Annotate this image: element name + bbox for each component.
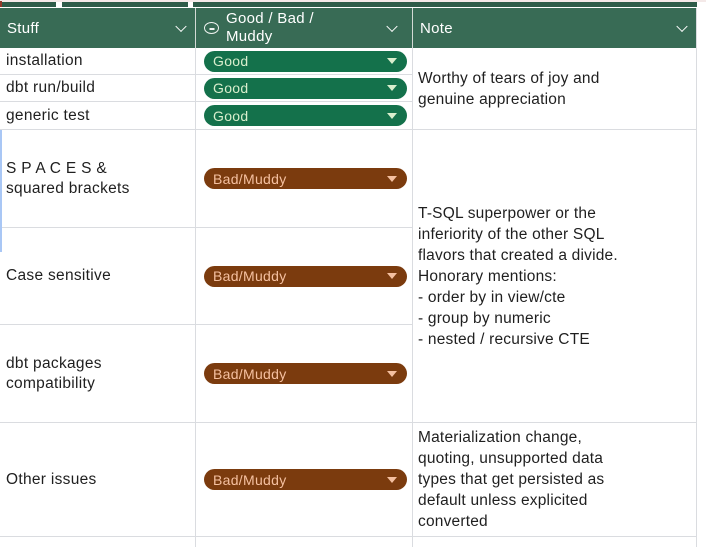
rating-chip-label: Bad/Muddy [213, 268, 287, 284]
stuff-cell[interactable]: Other issues [0, 423, 196, 537]
partial-row-below [413, 537, 697, 547]
rating-dropdown[interactable]: Good [204, 77, 407, 99]
stuff-label: dbt packages compatibility [6, 354, 102, 392]
stuff-cell[interactable]: dbt packages compatibility [0, 325, 196, 423]
rating-cell[interactable]: Bad/Muddy [196, 228, 413, 325]
rating-cell[interactable]: Bad/Muddy [196, 423, 413, 537]
note-text: Worthy of tears of joy and genuine appre… [418, 69, 600, 108]
stuff-label: Other issues [6, 470, 97, 488]
column-header-stuff[interactable]: Stuff [0, 8, 196, 48]
chevron-down-icon[interactable] [676, 20, 688, 33]
stuff-cell[interactable]: installation [0, 48, 196, 75]
selection-edge-sliver [0, 130, 2, 252]
partial-row-below [0, 537, 196, 547]
selection-edge-sliver [0, 1, 2, 7]
dropdown-arrow-icon [387, 58, 397, 64]
green-strip-segment [193, 2, 697, 7]
rating-dropdown[interactable]: Bad/Muddy [204, 363, 407, 384]
stuff-label: S P A C E S & squared brackets [6, 159, 130, 197]
note-cell[interactable]: T-SQL superpower or the inferiority of t… [413, 130, 697, 423]
dropdown-arrow-icon [387, 273, 397, 279]
stuff-cell[interactable]: Case sensitive [0, 228, 196, 325]
column-header-label: Note [420, 19, 453, 37]
green-strip-segment [0, 2, 56, 7]
next-column-sliver [697, 8, 706, 547]
emoji-rating-icon [204, 22, 219, 34]
dropdown-arrow-icon [387, 370, 397, 377]
note-text: T-SQL superpower or the inferiority of t… [418, 204, 618, 348]
rating-chip-label: Bad/Muddy [213, 471, 287, 488]
rating-chip-label: Bad/Muddy [213, 365, 287, 382]
stuff-cell[interactable]: generic test [0, 102, 196, 130]
rating-dropdown[interactable]: Bad/Muddy [204, 469, 407, 490]
note-text: Materialization change, quoting, unsuppo… [418, 429, 605, 530]
stuff-label: dbt run/build [6, 79, 96, 96]
chevron-down-icon[interactable] [386, 20, 398, 33]
rating-cell[interactable]: Good [196, 75, 413, 102]
rating-chip-label: Good [213, 53, 249, 69]
stuff-cell[interactable]: dbt run/build [0, 75, 196, 102]
rating-dropdown[interactable]: Good [204, 105, 407, 126]
column-header-rating[interactable]: Good / Bad / Muddy [196, 8, 413, 48]
stuff-cell[interactable]: S P A C E S & squared brackets [0, 130, 196, 228]
chevron-down-icon[interactable] [175, 20, 187, 33]
note-cell[interactable]: Worthy of tears of joy and genuine appre… [413, 48, 697, 130]
partial-row-above [0, 0, 706, 8]
rating-cell[interactable]: Bad/Muddy [196, 130, 413, 228]
rating-chip-label: Good [213, 80, 249, 96]
rating-cell[interactable]: Good [196, 48, 413, 75]
top-edge-line [0, 0, 706, 2]
dropdown-arrow-icon [387, 476, 397, 483]
column-header-label: Good / Bad / Muddy [226, 10, 314, 45]
rating-cell[interactable]: Bad/Muddy [196, 325, 413, 423]
partial-row-below [196, 537, 413, 547]
stuff-label: Case sensitive [6, 267, 111, 284]
green-strip-segment [62, 2, 188, 7]
rating-dropdown[interactable]: Bad/Muddy [204, 265, 407, 287]
note-cell[interactable]: Materialization change, quoting, unsuppo… [413, 423, 697, 537]
dropdown-arrow-icon [387, 85, 397, 91]
column-header-label: Stuff [7, 19, 40, 37]
rating-chip-label: Bad/Muddy [213, 170, 287, 187]
stuff-label: generic test [6, 106, 90, 124]
rating-cell[interactable]: Good [196, 102, 413, 130]
dropdown-arrow-icon [387, 112, 397, 119]
rating-dropdown[interactable]: Bad/Muddy [204, 168, 407, 189]
rating-dropdown[interactable]: Good [204, 50, 407, 72]
rating-chip-label: Good [213, 107, 249, 124]
dropdown-arrow-icon [387, 175, 397, 182]
stuff-label: installation [6, 52, 83, 69]
column-header-note[interactable]: Note [413, 8, 697, 48]
